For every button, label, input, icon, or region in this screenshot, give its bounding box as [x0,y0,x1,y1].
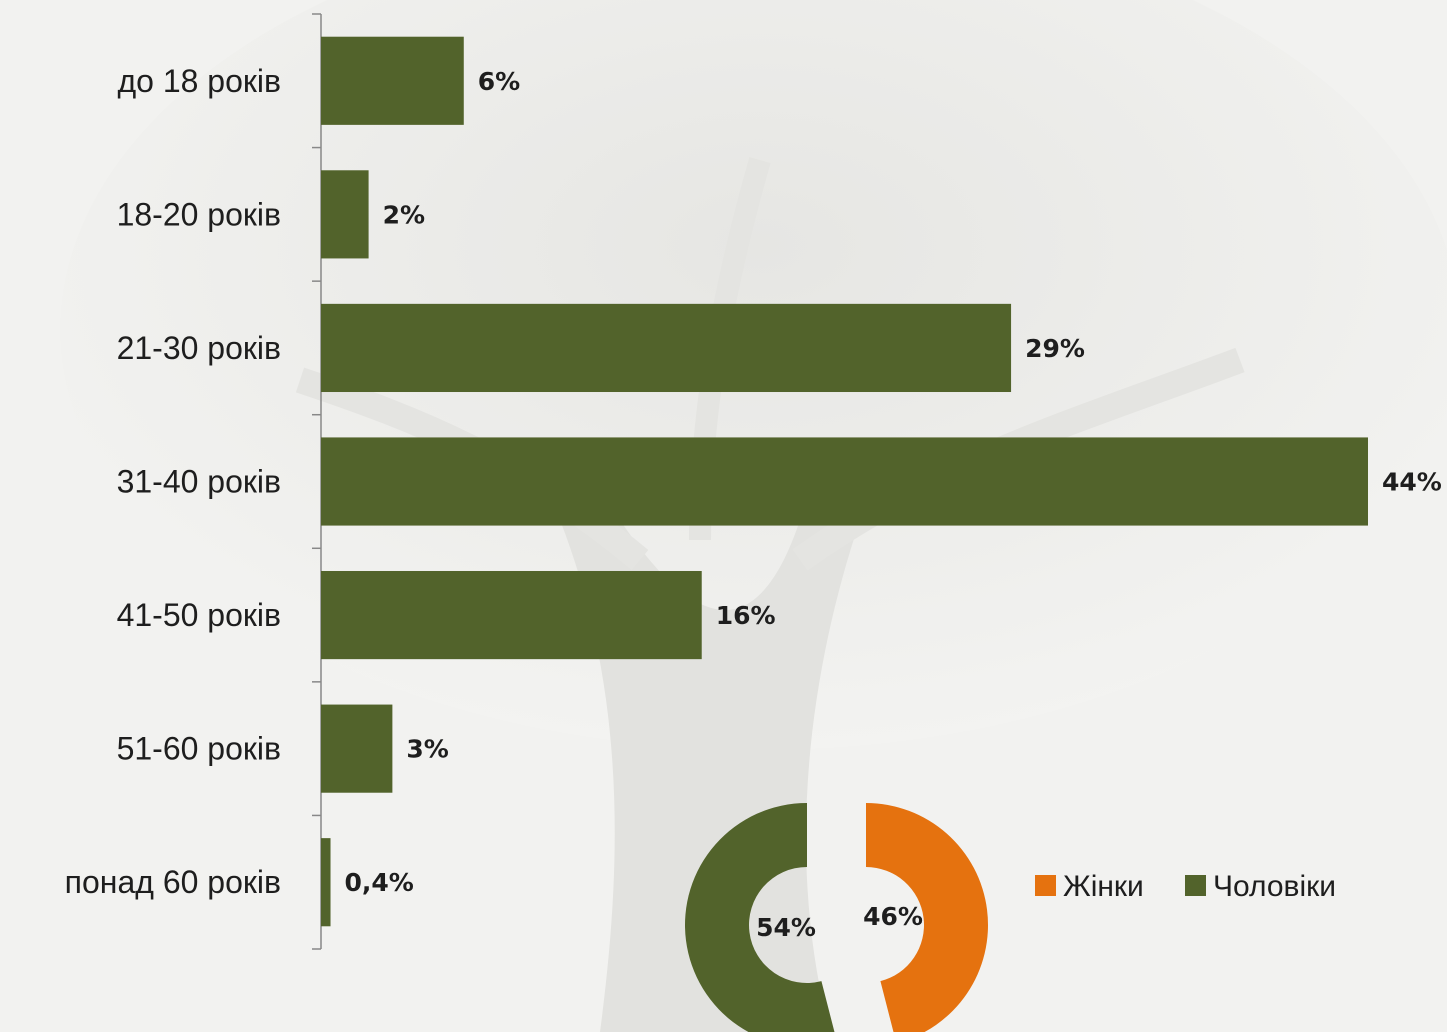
value-labels: 6% 2% 29% 44% 16% 3% 0,4% [345,67,1442,897]
bar-value-label: 16% [716,601,776,630]
bar-value-label: 2% [383,200,425,229]
category-labels: до 18 років 18-20 років 21-30 років 31-40 р… [65,63,281,900]
bars [321,36,1368,927]
bar-value-label: 3% [406,735,448,764]
bar [321,303,1012,393]
category-label: до 18 років [117,63,281,99]
donut-slice-label: 46% [863,902,923,931]
legend-swatch [1185,875,1206,896]
donut-slice [685,803,835,1032]
category-label: 41-50 років [117,597,281,633]
category-label: 31-40 років [117,464,281,500]
donut-labels: 46% 54% [756,902,923,942]
legend-swatch [1035,875,1056,896]
category-label: 21-30 років [117,330,281,366]
bar-value-label: 29% [1025,334,1085,363]
bar-value-label: 44% [1382,468,1442,497]
bar [321,838,331,927]
legend-label: Жінки [1063,870,1144,903]
donut-slices [685,803,988,1032]
category-label: понад 60 років [65,864,281,900]
category-label: 18-20 років [117,196,281,232]
bar [321,704,393,793]
category-label: 51-60 років [117,731,281,767]
legend: Жінки Чоловіки [1035,870,1336,903]
legend-label: Чоловіки [1213,870,1336,903]
bar [321,36,464,125]
bar [321,170,369,259]
bar-value-label: 6% [478,67,520,96]
donut-slice-label: 54% [756,913,816,942]
donut-slice [866,803,988,1032]
bar [321,570,702,660]
bar [321,437,1368,526]
bar-value-label: 0,4% [345,868,414,897]
